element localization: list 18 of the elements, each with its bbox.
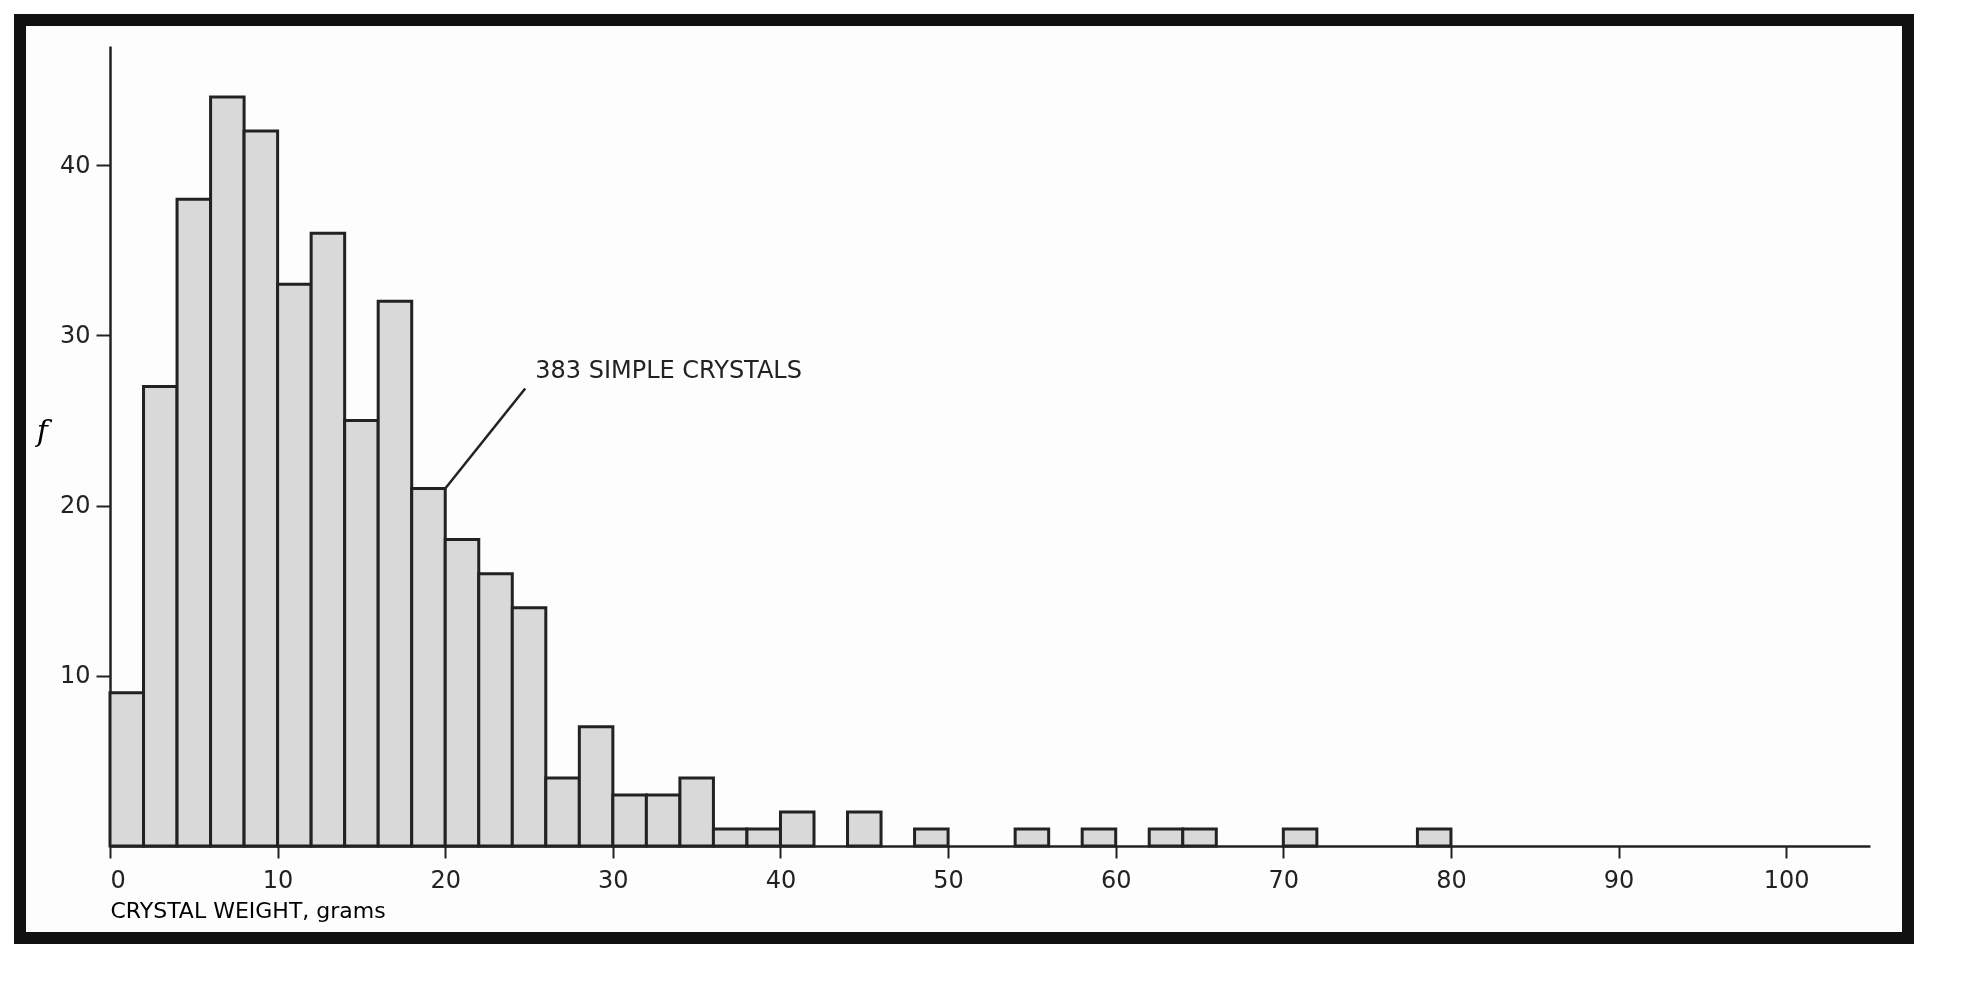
y-tick-label: 20 <box>59 491 91 520</box>
x-tick-label: 90 <box>1603 865 1635 894</box>
x-tick-label: 0 <box>110 865 126 894</box>
y-tick-label: 30 <box>59 320 91 349</box>
y-tick-label: 40 <box>59 150 91 179</box>
y-axis-title: f <box>34 412 53 448</box>
x-tick-label: 100 <box>1763 865 1810 894</box>
x-axis-title: CRYSTAL WEIGHT, grams <box>110 897 386 923</box>
x-tick-label: 80 <box>1436 865 1467 894</box>
x-tick-label: 10 <box>262 865 294 894</box>
annotation: 383 SIMPLE CRYSTALS <box>535 355 802 384</box>
x-tick-label: 50 <box>933 865 964 894</box>
x-tick-label: 70 <box>1268 865 1300 894</box>
y-tick-label: 10 <box>59 661 91 690</box>
x-tick-label: 30 <box>598 865 629 894</box>
x-tick-label: 20 <box>430 865 462 894</box>
x-tick-label: 40 <box>765 865 797 894</box>
x-tick-label: 60 <box>1100 865 1132 894</box>
